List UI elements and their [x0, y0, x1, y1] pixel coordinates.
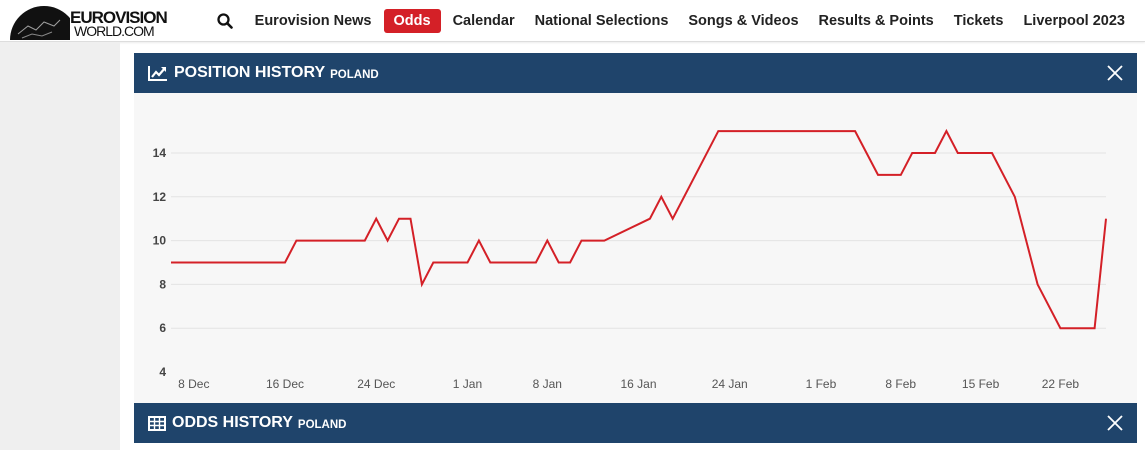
y-tick-label: 8 [159, 277, 166, 291]
y-tick-label: 6 [159, 321, 166, 335]
left-sidebar [0, 42, 120, 450]
close-icon[interactable] [1105, 63, 1125, 83]
y-tick-label: 10 [153, 234, 167, 248]
position-line-series [171, 128, 1107, 330]
x-tick-label: 22 Feb [1042, 377, 1080, 391]
nav-tickets[interactable]: Tickets [953, 13, 1004, 29]
nav-odds[interactable]: Odds [383, 9, 441, 33]
x-tick-label: 16 Dec [266, 377, 304, 391]
position-history-header: POSITION HISTORY POLAND [134, 53, 1137, 93]
y-tick-label: 4 [159, 365, 166, 379]
y-tick-label: 14 [153, 146, 167, 160]
x-tick-label: 16 Jan [620, 377, 656, 391]
nav-eurovision-news[interactable]: Eurovision News [254, 13, 372, 29]
odds-history-header: ODDS HISTORY POLAND [134, 403, 1137, 443]
x-tick-label: 24 Jan [712, 377, 748, 391]
nav-national-selections[interactable]: National Selections [534, 13, 669, 29]
x-tick-label: 15 Feb [962, 377, 1000, 391]
logo-text-line2: WORLD.COM [74, 23, 155, 39]
nav-songs-videos[interactable]: Songs & Videos [688, 13, 799, 29]
site-logo[interactable]: EUROVISION WORLD.COM [8, 4, 168, 40]
panel-subtitle: POLAND [297, 418, 347, 431]
nav-calendar[interactable]: Calendar [452, 13, 515, 29]
x-tick-label: 8 Feb [885, 377, 916, 391]
panel-subtitle: POLAND [330, 68, 379, 81]
search-button[interactable] [205, 13, 245, 29]
x-tick-label: 8 Jan [533, 377, 562, 391]
logo-text-line1: EUROVISION [70, 8, 168, 27]
globe-logo-icon [10, 6, 78, 40]
x-tick-label: 1 Feb [806, 377, 837, 391]
line-chart-icon [148, 66, 167, 81]
nav-liverpool-2023[interactable]: Liverpool 2023 [1023, 13, 1125, 29]
top-navbar: EUROVISION WORLD.COM Eurovision News Odd… [0, 0, 1145, 42]
panel-title: POSITION HISTORY [174, 64, 326, 81]
table-icon [148, 415, 166, 431]
main-nav: Eurovision News Odds Calendar National S… [205, 9, 1135, 33]
nav-results-points[interactable]: Results & Points [818, 13, 934, 29]
close-icon[interactable] [1105, 413, 1125, 433]
x-tick-label: 1 Jan [453, 377, 482, 391]
position-chart-svg: 4 6 8 10 12 14 8 Dec 16 Dec 24 Dec 1 Jan 8 Jan 16 J… [153, 128, 1107, 391]
panel-title: ODDS HISTORY [172, 414, 293, 431]
x-tick-label: 8 Dec [178, 377, 209, 391]
x-tick-label: 24 Dec [357, 377, 395, 391]
search-icon [217, 13, 233, 29]
y-tick-label: 12 [153, 190, 167, 204]
position-chart: 4 6 8 10 12 14 8 Dec 16 Dec 24 Dec 1 Jan 8 Jan 16 J… [134, 93, 1137, 403]
